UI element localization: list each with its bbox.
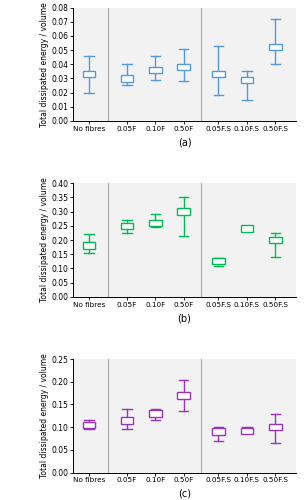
Y-axis label: Total dissipated energy / volume: Total dissipated energy / volume [40, 178, 48, 302]
Bar [120, 222, 133, 229]
Bar [149, 66, 162, 73]
Y-axis label: Total dissipated energy / volume: Total dissipated energy / volume [40, 2, 48, 126]
Bar [241, 76, 253, 83]
Bar [212, 428, 225, 435]
Bar [269, 237, 282, 243]
Bar [269, 44, 282, 51]
Bar [212, 71, 225, 78]
Bar [149, 410, 162, 416]
Bar [178, 392, 190, 398]
Bar [178, 64, 190, 70]
Bar [212, 258, 225, 264]
Bar [83, 242, 95, 249]
Bar [149, 220, 162, 226]
Bar [241, 428, 253, 434]
Bar [120, 417, 133, 424]
Bar [269, 424, 282, 430]
Y-axis label: Total dissipated energy / volume: Total dissipated energy / volume [40, 354, 48, 478]
Bar [120, 75, 133, 82]
Bar [178, 208, 190, 215]
Bar [83, 422, 95, 428]
X-axis label: (c): (c) [178, 489, 191, 499]
X-axis label: (a): (a) [178, 138, 191, 147]
Bar [241, 226, 253, 232]
X-axis label: (b): (b) [178, 313, 192, 323]
Bar [83, 71, 95, 78]
